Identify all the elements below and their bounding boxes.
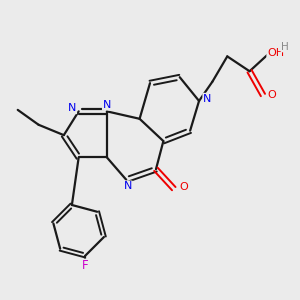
Text: N: N: [203, 94, 212, 103]
Text: F: F: [82, 260, 89, 272]
Text: H: H: [281, 42, 289, 52]
Text: O: O: [267, 90, 276, 100]
Text: N: N: [103, 100, 111, 110]
Text: O: O: [179, 182, 188, 192]
Text: N: N: [124, 181, 132, 191]
Text: OH: OH: [267, 48, 284, 59]
Text: N: N: [68, 103, 76, 113]
